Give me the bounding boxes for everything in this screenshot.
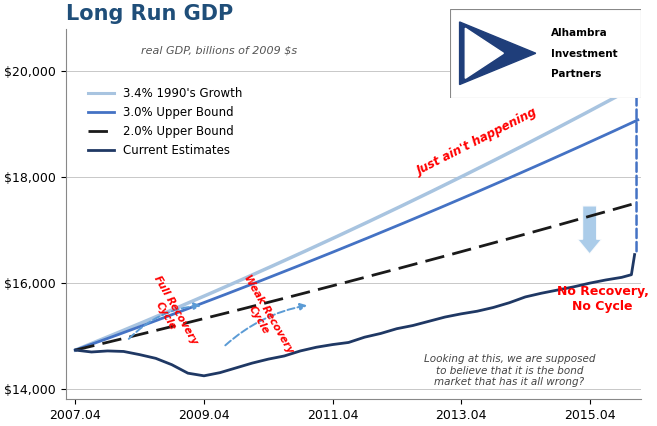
Polygon shape (465, 28, 503, 78)
Text: Looking at this, we are supposed
to believe that it is the bond
market that has : Looking at this, we are supposed to beli… (424, 354, 595, 387)
Legend: 3.4% 1990's Growth, 3.0% Upper Bound, 2.0% Upper Bound, Current Estimates: 3.4% 1990's Growth, 3.0% Upper Bound, 2.… (83, 83, 248, 162)
Text: Full Recovery
Cycle: Full Recovery Cycle (142, 274, 199, 352)
Text: No Recovery,
No Cycle: No Recovery, No Cycle (556, 285, 648, 313)
Text: Long Run GDP: Long Run GDP (66, 4, 233, 24)
Text: Alhambra: Alhambra (551, 28, 608, 38)
Text: Weak Recovery
Cycle: Weak Recovery Cycle (232, 273, 295, 361)
FancyBboxPatch shape (456, 19, 541, 87)
FancyArrow shape (578, 206, 602, 254)
FancyBboxPatch shape (450, 9, 641, 98)
Text: Just ain't happening: Just ain't happening (415, 106, 539, 178)
Text: real GDP, billions of 2009 $s: real GDP, billions of 2009 $s (141, 45, 297, 55)
Text: Investment: Investment (551, 49, 618, 59)
Text: Partners: Partners (551, 69, 601, 79)
Polygon shape (460, 22, 536, 84)
